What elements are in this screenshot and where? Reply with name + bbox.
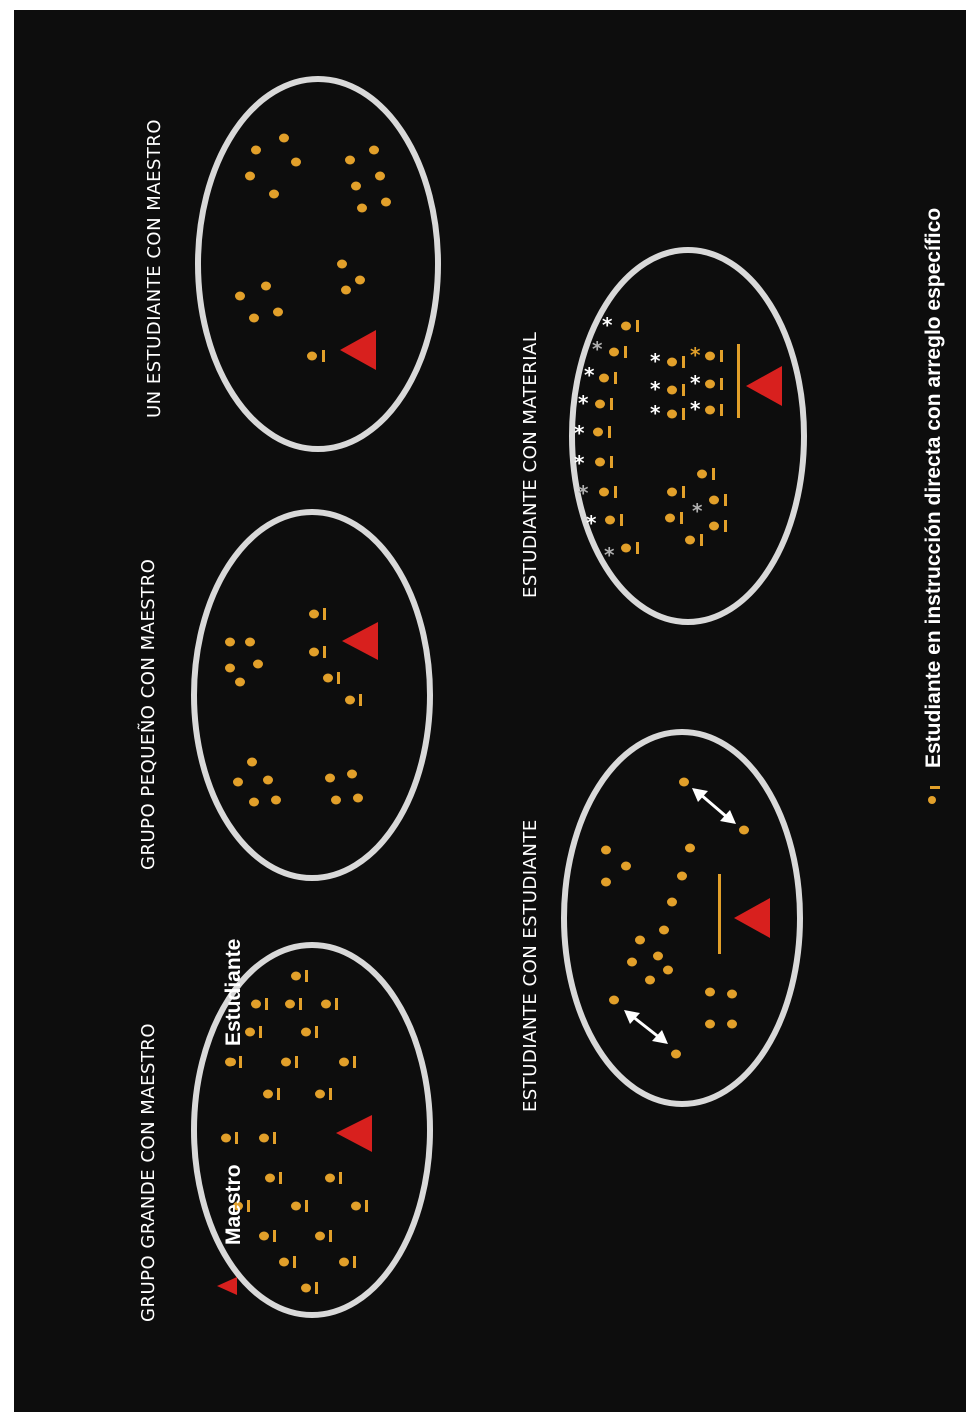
- svg-text:*: *: [604, 543, 615, 567]
- svg-text:*: *: [650, 349, 661, 373]
- svg-text:*: *: [592, 337, 603, 361]
- panel-estudiante-material: * * * * * * * * * * * * * * * *: [569, 247, 807, 625]
- svg-text:*: *: [690, 343, 701, 367]
- legend-student-instruction-label: Estudiante en instrucción directa con ar…: [922, 208, 945, 768]
- panel-title-estudiante-material: ESTUDIANTE CON MATERIAL: [520, 332, 541, 598]
- panel-grupo-pequeno: [191, 509, 433, 881]
- svg-text:*: *: [650, 377, 661, 401]
- svg-text:*: *: [578, 481, 589, 505]
- panel-title-grupo-pequeno: GRUPO PEQUEÑO CON MAESTRO: [137, 559, 159, 870]
- teacher-bar: [737, 344, 740, 418]
- group-ring: [569, 247, 807, 625]
- student-marks: [235, 133, 391, 362]
- legend-teacher-label: Maestro: [222, 1164, 245, 1245]
- legend: Maestro Estudiante Estudiante en instruc…: [217, 208, 945, 1295]
- teacher-triangle: [342, 622, 378, 660]
- legend-student-instruction-icon: [928, 786, 940, 804]
- svg-text:*: *: [574, 421, 585, 445]
- svg-text:*: *: [692, 499, 703, 523]
- panel-un-estudiante: [195, 76, 441, 452]
- svg-text:*: *: [584, 363, 595, 387]
- panel-grupo-grande: [191, 942, 433, 1318]
- teacher-triangle: [734, 898, 770, 938]
- group-ring: [191, 942, 433, 1318]
- panel-title-grupo-grande: GRUPO GRANDE CON MAESTRO: [138, 1023, 159, 1322]
- group-ring: [191, 509, 433, 881]
- teacher-bar: [718, 874, 721, 954]
- svg-text:*: *: [586, 511, 597, 535]
- teacher-triangle: [746, 366, 782, 406]
- student-marks: [593, 320, 727, 554]
- legend-student-label: Estudiante: [222, 939, 245, 1046]
- student-marks: [221, 970, 368, 1294]
- svg-text:*: *: [650, 401, 661, 425]
- teacher-triangle: [336, 1115, 372, 1152]
- interaction-arrow-icon: [624, 1010, 668, 1044]
- student-marks: [601, 777, 749, 1059]
- panel-title-un-estudiante: UN ESTUDIANTE CON MAESTRO: [144, 119, 165, 418]
- group-ring: [561, 729, 803, 1107]
- material-asterisk-icons: * * * * * * * * * * * * * * * *: [574, 313, 703, 567]
- student-marks: [225, 608, 363, 807]
- legend-teacher-icon: [217, 1277, 237, 1295]
- svg-text:*: *: [690, 371, 701, 395]
- panel-estudiante-estudiante: [561, 729, 803, 1107]
- interaction-arrow-icon: [692, 788, 736, 824]
- panel-title-estudiante-estudiante: ESTUDIANTE CON ESTUDIANTE: [520, 819, 541, 1112]
- svg-text:*: *: [578, 391, 589, 415]
- svg-text:*: *: [602, 313, 613, 337]
- svg-text:*: *: [574, 451, 585, 475]
- svg-text:*: *: [690, 397, 701, 421]
- teacher-triangle: [340, 330, 376, 370]
- diagram-background: [14, 10, 966, 1412]
- legend-student-icon: [228, 1058, 236, 1066]
- group-ring: [195, 76, 441, 452]
